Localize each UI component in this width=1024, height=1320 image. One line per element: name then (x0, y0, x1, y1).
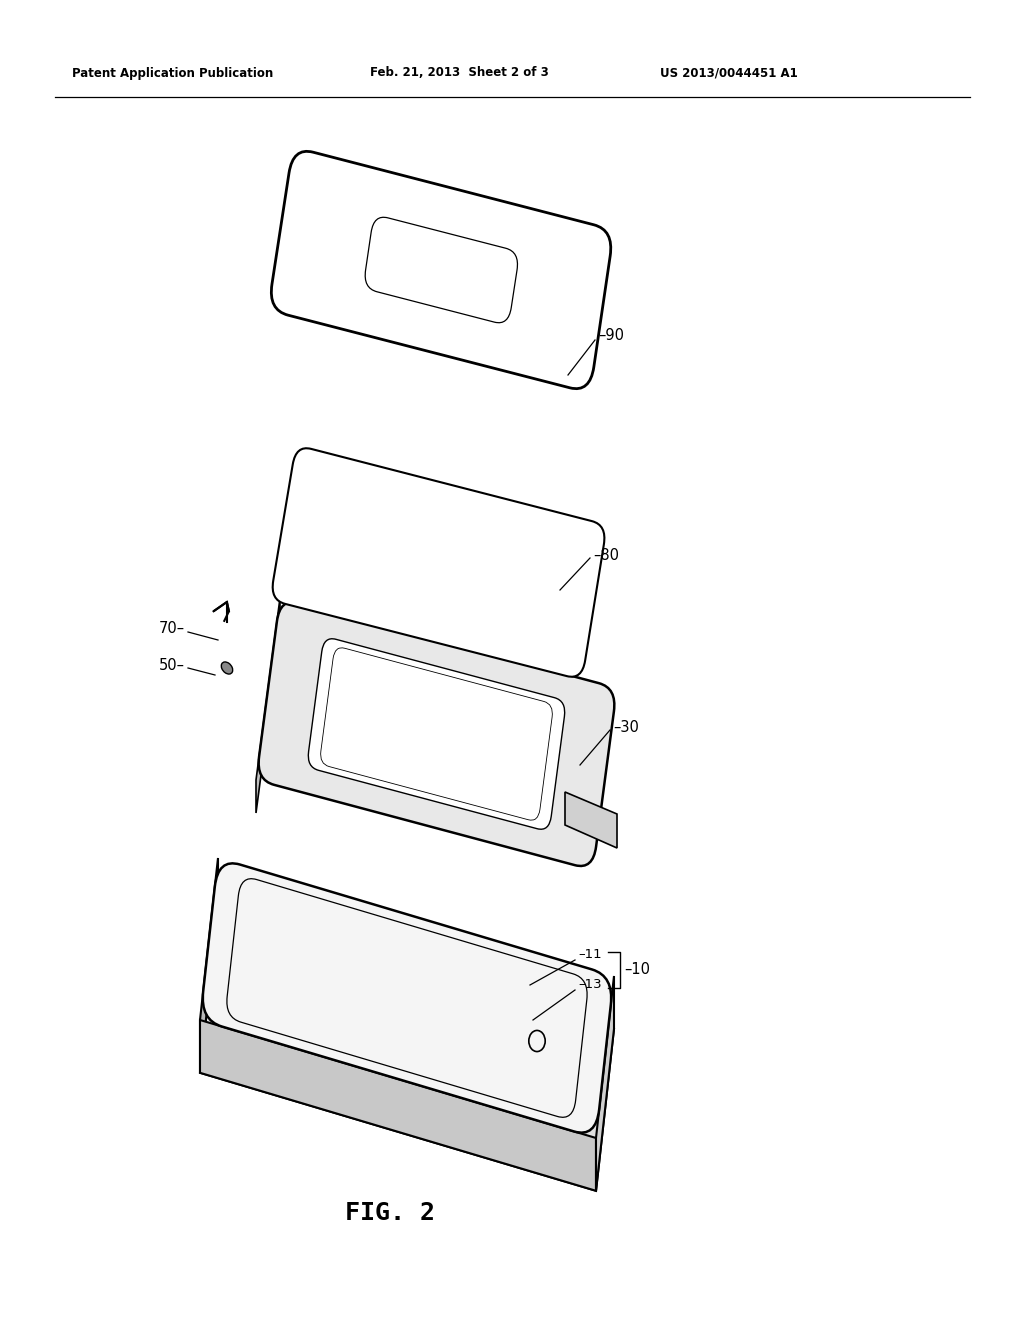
Polygon shape (200, 911, 614, 1191)
PathPatch shape (259, 602, 614, 866)
Text: –11: –11 (578, 949, 602, 961)
Text: 50–: 50– (159, 657, 185, 672)
PathPatch shape (272, 449, 604, 677)
PathPatch shape (271, 152, 610, 388)
Text: US 2013/0044451 A1: US 2013/0044451 A1 (660, 66, 798, 79)
Text: –13: –13 (578, 978, 602, 991)
Text: Patent Application Publication: Patent Application Publication (72, 66, 273, 79)
Polygon shape (200, 858, 218, 1073)
Text: –30: –30 (613, 719, 639, 734)
Text: FIG. 2: FIG. 2 (345, 1201, 435, 1225)
PathPatch shape (308, 639, 564, 829)
Text: –80: –80 (593, 548, 618, 562)
Text: –90: –90 (598, 327, 624, 342)
Ellipse shape (221, 661, 232, 675)
Text: 70–: 70– (159, 620, 185, 635)
Text: Feb. 21, 2013  Sheet 2 of 3: Feb. 21, 2013 Sheet 2 of 3 (370, 66, 549, 79)
Polygon shape (596, 975, 614, 1191)
Text: –10: –10 (624, 962, 650, 978)
PathPatch shape (203, 863, 611, 1133)
Polygon shape (565, 792, 617, 847)
Polygon shape (200, 1020, 596, 1191)
Polygon shape (256, 598, 280, 813)
